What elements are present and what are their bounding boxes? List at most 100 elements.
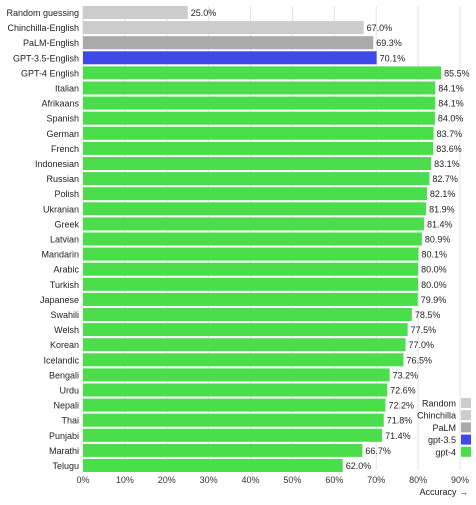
- bar: [83, 232, 422, 246]
- bar-value-label: 84.0%: [438, 114, 464, 124]
- bar-value-label: 82.7%: [432, 174, 458, 184]
- bar-value-label: 84.1%: [438, 99, 464, 109]
- bar-value-label: 79.9%: [421, 295, 447, 305]
- x-tick-label: 40%: [242, 475, 260, 485]
- bar-category-label: Korean: [50, 340, 79, 350]
- bar: [83, 157, 432, 170]
- bar: [83, 126, 434, 140]
- x-tick-label: 0%: [76, 475, 89, 485]
- bar: [83, 217, 424, 231]
- bar-value-label: 82.1%: [430, 189, 456, 199]
- bar: [83, 141, 434, 155]
- x-tick-label: 50%: [283, 475, 301, 485]
- bar-category-label: Arabic: [53, 265, 79, 275]
- bar: [83, 66, 442, 80]
- bar: [83, 277, 419, 291]
- bar: [83, 413, 384, 427]
- bar-category-label: Welsh: [54, 325, 79, 335]
- bar: [83, 202, 427, 216]
- x-tick-label: 90%: [451, 475, 469, 485]
- bar-category-label: Ukranian: [43, 204, 79, 214]
- bar-value-label: 80.0%: [421, 280, 447, 290]
- bar-category-label: Urdu: [59, 386, 79, 396]
- bar-value-label: 83.7%: [437, 129, 463, 139]
- bar-value-label: 73.2%: [393, 370, 419, 380]
- bar: [83, 398, 386, 412]
- legend-swatch: [461, 422, 471, 433]
- legend-swatch: [461, 446, 471, 457]
- bar-value-label: 81.9%: [429, 204, 455, 214]
- bar-category-label: Italian: [55, 84, 79, 94]
- bar: [83, 443, 363, 457]
- bar-category-label: German: [46, 129, 79, 139]
- x-tick-label: 70%: [367, 475, 385, 485]
- bar-value-label: 71.4%: [385, 431, 411, 441]
- bar: [83, 262, 419, 276]
- bar: [83, 96, 436, 110]
- bar: [83, 187, 427, 201]
- bar: [83, 338, 406, 352]
- bar-category-label: Japanese: [40, 295, 79, 305]
- x-tick-label: 20%: [158, 475, 176, 485]
- bar: [83, 172, 430, 186]
- bar-category-label: Thai: [61, 416, 79, 426]
- bar-value-label: 77.5%: [411, 325, 437, 335]
- bar-category-label: Indonesian: [35, 159, 79, 169]
- bar-category-label: Chinchilla-English: [7, 23, 79, 33]
- bar-category-label: Marathi: [49, 446, 79, 456]
- legend-label: gpt-3.5: [428, 435, 456, 445]
- bar-value-label: 67.0%: [367, 23, 393, 33]
- bar: [83, 51, 377, 65]
- bar-category-label: Swahili: [50, 310, 79, 320]
- x-tick-label: 60%: [325, 475, 343, 485]
- bar: [83, 459, 343, 472]
- legend: Random Chinchilla PaLM gpt-3.5 gpt-4: [417, 398, 471, 457]
- bar-value-label: 83.1%: [434, 159, 460, 169]
- bar-value-label: 25.0%: [191, 8, 217, 18]
- legend-swatch: [461, 410, 471, 421]
- bar-value-label: 72.6%: [390, 386, 416, 396]
- x-axis-title: Accuracy →: [419, 487, 468, 497]
- bar-category-label: Bengali: [49, 370, 79, 380]
- bar: [83, 111, 435, 125]
- bar-category-label: French: [51, 144, 79, 154]
- bar-value-label: 81.4%: [427, 219, 453, 229]
- legend-label: PaLM: [432, 423, 456, 433]
- bar-category-label: Spanish: [46, 114, 79, 124]
- x-axis-ticks: 0% 10% 20% 30% 40% 50% 60% 70% 80% 90%: [76, 475, 469, 485]
- bar-category-label: Latvian: [50, 235, 79, 245]
- bar-value-label: 80.0%: [421, 265, 447, 275]
- x-tick-label: 80%: [409, 475, 427, 485]
- bar: [83, 323, 408, 337]
- bar-category-label: Mandarin: [41, 250, 79, 260]
- bar: [83, 36, 374, 50]
- bar-category-label: Punjabi: [49, 431, 79, 441]
- bar-category-label: Turkish: [50, 280, 79, 290]
- bar-value-label: 71.8%: [387, 416, 413, 426]
- bar: [83, 428, 383, 442]
- bar: [83, 383, 388, 397]
- x-tick-label: 30%: [200, 475, 218, 485]
- bar-category-label: PaLM-English: [23, 38, 79, 48]
- bar-category-label: GPT-4 English: [21, 68, 79, 78]
- bar-category-label: Polish: [54, 189, 79, 199]
- bar-value-label: 66.7%: [365, 446, 391, 456]
- bar: [83, 308, 412, 321]
- bar-category-label: Greek: [54, 219, 79, 229]
- bar-category-label: Russian: [46, 174, 79, 184]
- bar: [83, 6, 188, 19]
- bar: [83, 81, 436, 95]
- bar-value-label: 83.6%: [436, 144, 462, 154]
- bar-value-label: 85.5%: [444, 68, 470, 78]
- legend-label: Chinchilla: [417, 411, 456, 421]
- bar-value-label: 62.0%: [346, 461, 372, 471]
- bar-value-label: 69.3%: [376, 38, 402, 48]
- legend-label: Random: [422, 399, 456, 409]
- bar-value-label: 72.2%: [388, 401, 414, 411]
- x-tick-label: 10%: [116, 475, 134, 485]
- bar: [83, 368, 390, 382]
- bar-category-label: Icelandic: [43, 355, 79, 365]
- bar: [83, 353, 404, 367]
